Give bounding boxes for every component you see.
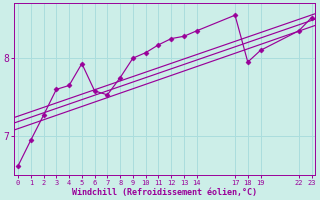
X-axis label: Windchill (Refroidissement éolien,°C): Windchill (Refroidissement éolien,°C) — [72, 188, 257, 197]
